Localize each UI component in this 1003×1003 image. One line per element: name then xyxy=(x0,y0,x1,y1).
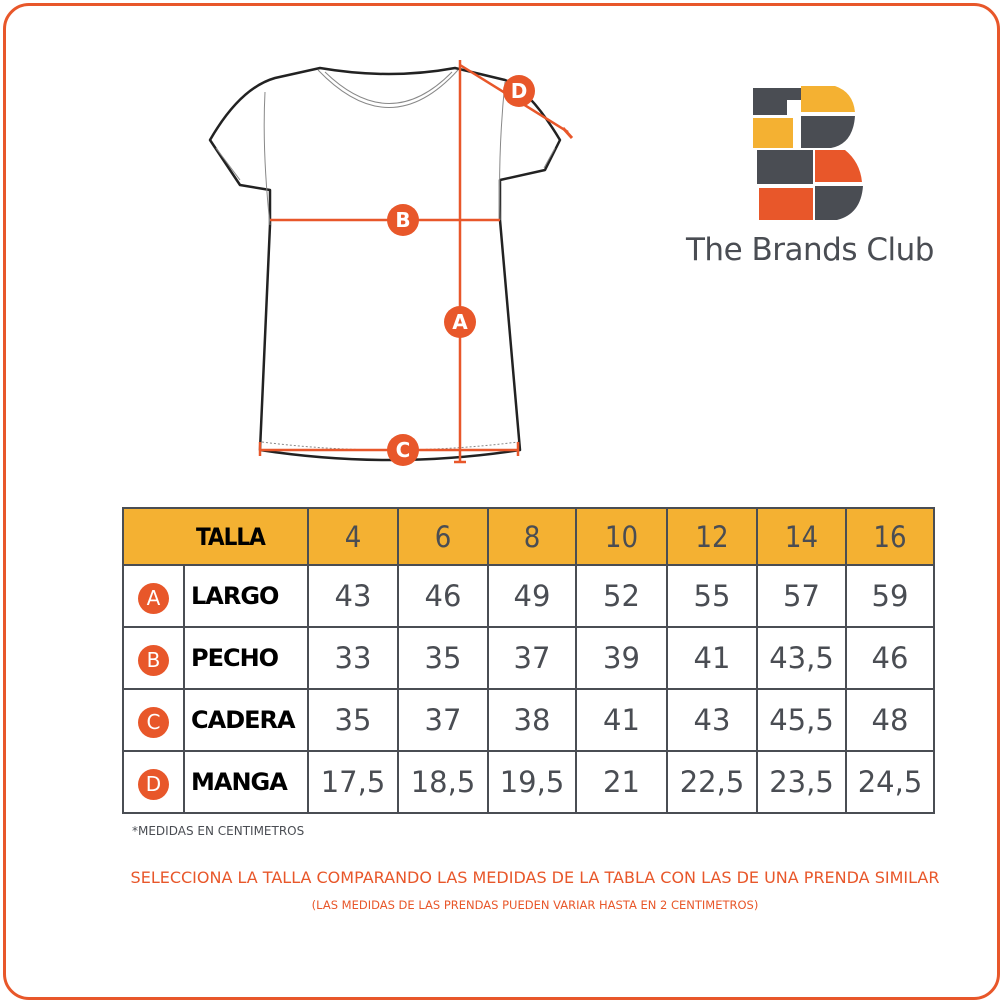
marker-badge: C xyxy=(138,707,169,738)
marker-badge: A xyxy=(138,583,169,614)
marker-c xyxy=(387,434,419,466)
measure-label: MANGA xyxy=(183,750,309,814)
measure-value: 22,5 xyxy=(666,750,758,814)
measure-label: CADERA xyxy=(183,688,309,752)
instruction-text: SELECCIONA LA TALLA COMPARANDO LAS MEDID… xyxy=(130,868,940,887)
measure-value: 37 xyxy=(487,626,577,690)
measure-value: 33 xyxy=(307,626,399,690)
table-row: D MANGA 17,5 18,5 19,5 21 22,5 23,5 24,5 xyxy=(122,750,935,814)
measure-value: 46 xyxy=(397,564,489,628)
size-table: TALLA 4 6 8 10 12 14 16 A LARGO 43 46 49 52 55… xyxy=(122,507,935,814)
measure-value: 41 xyxy=(666,626,758,690)
tshirt-diagram: A B C D xyxy=(208,60,574,466)
measure-value: 46 xyxy=(845,626,935,690)
measure-value: 21 xyxy=(575,750,668,814)
marker-a-label: A xyxy=(452,310,468,334)
units-note: *MEDIDAS EN CENTIMETROS xyxy=(132,824,305,838)
table-row: A LARGO 43 46 49 52 55 57 59 xyxy=(122,564,935,628)
measure-value: 39 xyxy=(575,626,668,690)
measure-value: 23,5 xyxy=(756,750,847,814)
measure-value: 18,5 xyxy=(397,750,489,814)
size-header: 4 xyxy=(307,507,399,566)
measure-label: LARGO xyxy=(183,564,309,628)
marker-badge: D xyxy=(138,769,169,800)
disclaimer-text: (LAS MEDIDAS DE LAS PRENDAS PUEDEN VARIA… xyxy=(311,898,759,912)
measure-value: 35 xyxy=(397,626,489,690)
measure-value: 17,5 xyxy=(307,750,399,814)
marker-a xyxy=(444,306,476,338)
size-header: 10 xyxy=(575,507,668,566)
marker-cell: D xyxy=(122,750,185,814)
size-header: 14 xyxy=(756,507,847,566)
size-header: 12 xyxy=(666,507,758,566)
measure-value: 48 xyxy=(845,688,935,752)
size-header: 8 xyxy=(487,507,577,566)
measure-value: 59 xyxy=(845,564,935,628)
marker-b xyxy=(387,204,419,236)
talla-header: TALLA xyxy=(122,507,309,566)
measure-value: 43 xyxy=(307,564,399,628)
marker-cell: C xyxy=(122,688,185,752)
measure-value: 49 xyxy=(487,564,577,628)
measure-value: 19,5 xyxy=(487,750,577,814)
brand-name: The Brands Club xyxy=(686,232,934,268)
marker-badge: B xyxy=(138,645,169,676)
page-frame xyxy=(3,3,1000,1000)
table-row: B PECHO 33 35 37 39 41 43,5 46 xyxy=(122,626,935,690)
brand-logo-icon xyxy=(753,86,863,220)
measure-label: PECHO xyxy=(183,626,309,690)
measure-value: 24,5 xyxy=(845,750,935,814)
marker-d xyxy=(503,75,535,107)
header-row: TALLA 4 6 8 10 12 14 16 xyxy=(122,507,935,566)
marker-d-label: D xyxy=(511,79,528,103)
marker-b-label: B xyxy=(395,208,410,232)
measure-value: 52 xyxy=(575,564,668,628)
marker-c-label: C xyxy=(396,438,411,462)
measure-value: 38 xyxy=(487,688,577,752)
size-header: 6 xyxy=(397,507,489,566)
marker-cell: A xyxy=(122,564,185,628)
marker-cell: B xyxy=(122,626,185,690)
measure-value: 57 xyxy=(756,564,847,628)
measure-value: 55 xyxy=(666,564,758,628)
size-header: 16 xyxy=(845,507,935,566)
measure-value: 43 xyxy=(666,688,758,752)
measure-value: 45,5 xyxy=(756,688,847,752)
measure-value: 35 xyxy=(307,688,399,752)
measure-value: 43,5 xyxy=(756,626,847,690)
measure-value: 41 xyxy=(575,688,668,752)
measure-value: 37 xyxy=(397,688,489,752)
table-row: C CADERA 35 37 38 41 43 45,5 48 xyxy=(122,688,935,752)
